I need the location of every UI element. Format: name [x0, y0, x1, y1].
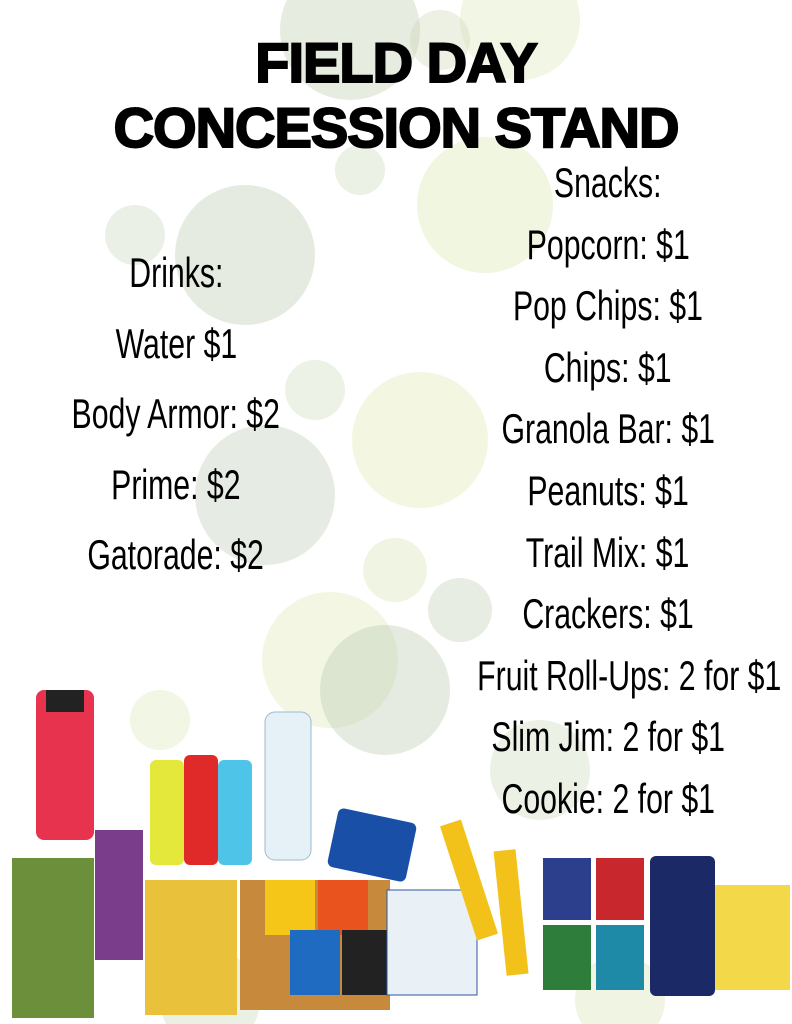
- list-text: Trail Mix: $1: [526, 528, 690, 576]
- bag: [290, 930, 340, 995]
- list-text: Gatorade: $2: [87, 531, 265, 578]
- list-line: Popcorn: $1: [418, 220, 792, 268]
- list-text: Drinks:: [128, 249, 224, 296]
- bag: [318, 880, 368, 935]
- bag: [596, 858, 644, 920]
- list-line: Chips: $1: [418, 343, 792, 391]
- list-text: Peanuts: $1: [527, 467, 689, 514]
- list-line: Drinks:: [0, 252, 366, 294]
- box: [715, 885, 790, 990]
- drinks-list: Drinks: Water $1 Body Armor: $2 Prime: $2 Ga…: [0, 0, 366, 600]
- bottle: [184, 755, 218, 865]
- list-line: Granola Bar: $1: [418, 408, 792, 450]
- list-line: Gatorade: $2: [0, 534, 366, 576]
- bottle: [36, 690, 94, 840]
- list-line: Pop Chips: $1: [418, 285, 792, 327]
- title-line: FIELD DAY: [254, 31, 538, 94]
- bottle-cap: [46, 690, 84, 712]
- list-text: Popcorn: $1: [526, 220, 690, 268]
- title-line: CONCESSION STAND: [113, 96, 681, 159]
- list-line: Prime: $2: [0, 460, 366, 508]
- list-line: Body Armor: $2: [0, 393, 366, 435]
- bag: [543, 858, 591, 920]
- bottle: [218, 760, 252, 865]
- list-text: Prime: $2: [111, 460, 241, 508]
- bottle: [150, 760, 184, 865]
- bag: [650, 856, 715, 996]
- list-line: Snacks:: [418, 162, 792, 204]
- list-text: Pop Chips: $1: [513, 282, 703, 330]
- stick: [493, 849, 529, 976]
- list-line: Trail Mix: $1: [418, 528, 792, 576]
- package: [327, 808, 417, 882]
- bag: [265, 880, 315, 935]
- bag: [596, 925, 644, 990]
- list-line: Fruit Roll-Ups: 2 for $1: [418, 651, 792, 699]
- bag: [95, 830, 143, 960]
- bottle: [264, 711, 312, 861]
- list-line: Crackers: $1: [418, 593, 792, 635]
- list-text: Granola Bar: $1: [501, 405, 715, 453]
- list-text: Body Armor: $2: [71, 390, 281, 437]
- list-line: Peanuts: $1: [418, 470, 792, 512]
- list-text: Fruit Roll-Ups: 2 for $1: [477, 651, 782, 699]
- list-text: Crackers: $1: [522, 590, 694, 638]
- list-line: Slim Jim: 2 for $1: [418, 716, 792, 758]
- bag: [386, 889, 478, 996]
- stick: [439, 819, 499, 941]
- snacks-list: Snacks: Popcorn: $1 Pop Chips: $1 Chips: $1…: [418, 0, 792, 830]
- list-line: Cookie: 2 for $1: [418, 778, 792, 820]
- bag: [342, 930, 387, 995]
- bag: [543, 925, 591, 990]
- list-text: Cookie: 2 for $1: [501, 775, 715, 822]
- list-text: Chips: $1: [544, 343, 672, 391]
- list-text: Snacks:: [554, 159, 662, 206]
- box: [12, 858, 94, 1018]
- box: [145, 880, 237, 1015]
- list-text: Water $1: [115, 319, 237, 367]
- list-text: Slim Jim: 2 for $1: [491, 713, 725, 761]
- list-line: Water $1: [0, 319, 366, 367]
